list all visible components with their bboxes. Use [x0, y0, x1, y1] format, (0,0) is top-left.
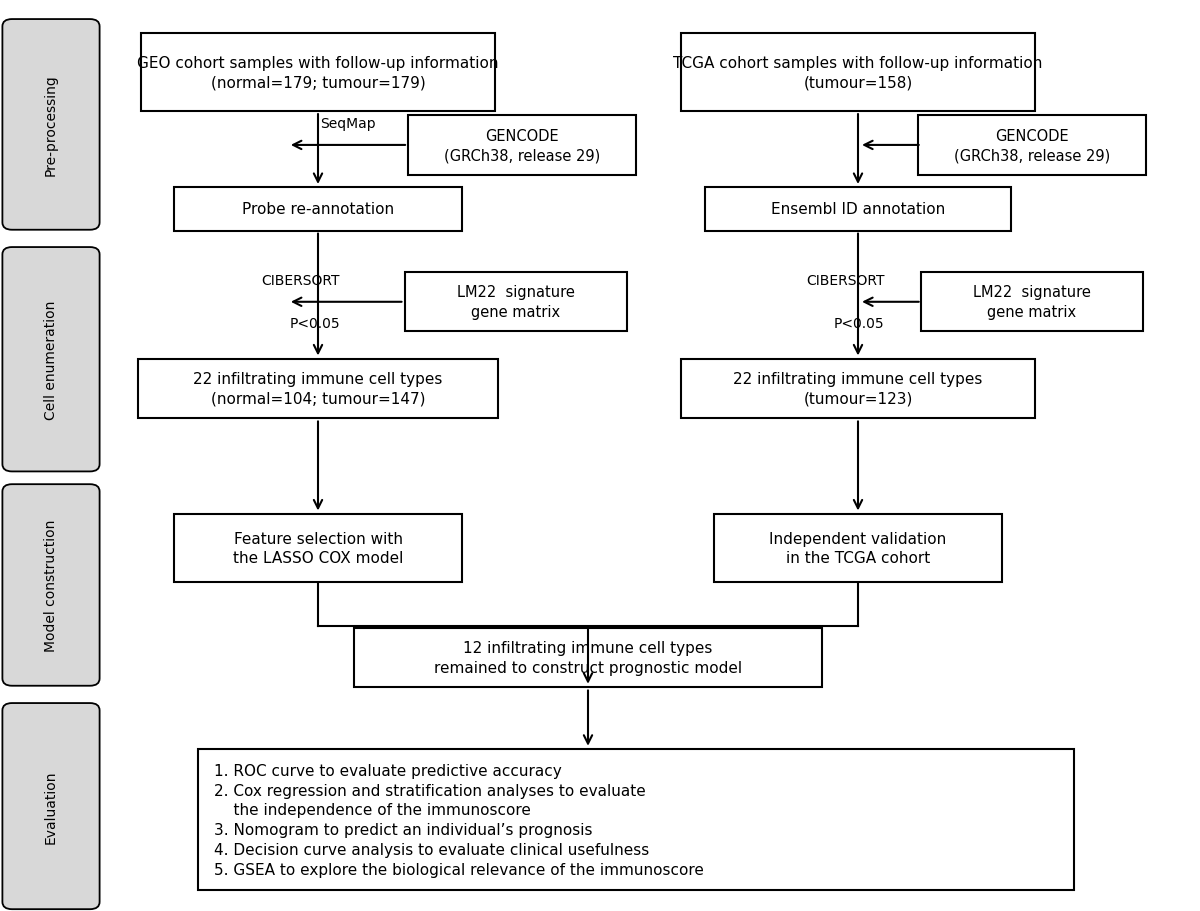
FancyBboxPatch shape: [2, 485, 100, 686]
FancyBboxPatch shape: [2, 20, 100, 230]
Text: GENCODE
(GRCh38, release 29): GENCODE (GRCh38, release 29): [444, 128, 600, 163]
Text: TCGA cohort samples with follow-up information
(tumour=158): TCGA cohort samples with follow-up infor…: [673, 56, 1043, 90]
Text: 12 infiltrating immune cell types
remained to construct prognostic model: 12 infiltrating immune cell types remain…: [434, 640, 742, 675]
Text: Probe re-annotation: Probe re-annotation: [242, 202, 394, 217]
Text: Pre-processing: Pre-processing: [44, 75, 58, 176]
FancyBboxPatch shape: [918, 116, 1146, 175]
FancyBboxPatch shape: [704, 188, 1010, 231]
FancyBboxPatch shape: [2, 248, 100, 472]
FancyBboxPatch shape: [174, 188, 462, 231]
Text: CIBERSORT: CIBERSORT: [262, 274, 341, 288]
Text: P<0.05: P<0.05: [289, 317, 341, 331]
FancyBboxPatch shape: [408, 116, 636, 175]
FancyBboxPatch shape: [142, 34, 496, 111]
Text: Ensembl ID annotation: Ensembl ID annotation: [770, 202, 946, 217]
Text: GENCODE
(GRCh38, release 29): GENCODE (GRCh38, release 29): [954, 128, 1110, 163]
Text: LM22  signature
gene matrix: LM22 signature gene matrix: [973, 285, 1091, 320]
Text: Model construction: Model construction: [44, 519, 58, 651]
Text: Independent validation
in the TCGA cohort: Independent validation in the TCGA cohor…: [769, 531, 947, 566]
FancyBboxPatch shape: [138, 360, 498, 419]
Text: Feature selection with
the LASSO COX model: Feature selection with the LASSO COX mod…: [233, 531, 403, 566]
Text: LM22  signature
gene matrix: LM22 signature gene matrix: [457, 285, 575, 320]
Text: Cell enumeration: Cell enumeration: [44, 301, 58, 419]
Text: GEO cohort samples with follow-up information
(normal=179; tumour=179): GEO cohort samples with follow-up inform…: [137, 56, 499, 90]
Text: 22 infiltrating immune cell types
(tumour=123): 22 infiltrating immune cell types (tumou…: [733, 372, 983, 406]
Text: P<0.05: P<0.05: [834, 317, 884, 331]
FancyBboxPatch shape: [922, 272, 1142, 332]
FancyBboxPatch shape: [354, 629, 822, 687]
Text: CIBERSORT: CIBERSORT: [806, 274, 884, 288]
FancyBboxPatch shape: [682, 34, 1034, 111]
Text: SeqMap: SeqMap: [320, 118, 376, 131]
FancyBboxPatch shape: [198, 749, 1074, 891]
FancyBboxPatch shape: [682, 360, 1034, 419]
Text: 22 infiltrating immune cell types
(normal=104; tumour=147): 22 infiltrating immune cell types (norma…: [193, 372, 443, 406]
FancyBboxPatch shape: [406, 272, 628, 332]
Text: Evaluation: Evaluation: [44, 770, 58, 843]
FancyBboxPatch shape: [714, 514, 1002, 583]
FancyBboxPatch shape: [2, 703, 100, 909]
Text: 1. ROC curve to evaluate predictive accuracy
2. Cox regression and stratificatio: 1. ROC curve to evaluate predictive accu…: [214, 763, 703, 876]
FancyBboxPatch shape: [174, 514, 462, 583]
